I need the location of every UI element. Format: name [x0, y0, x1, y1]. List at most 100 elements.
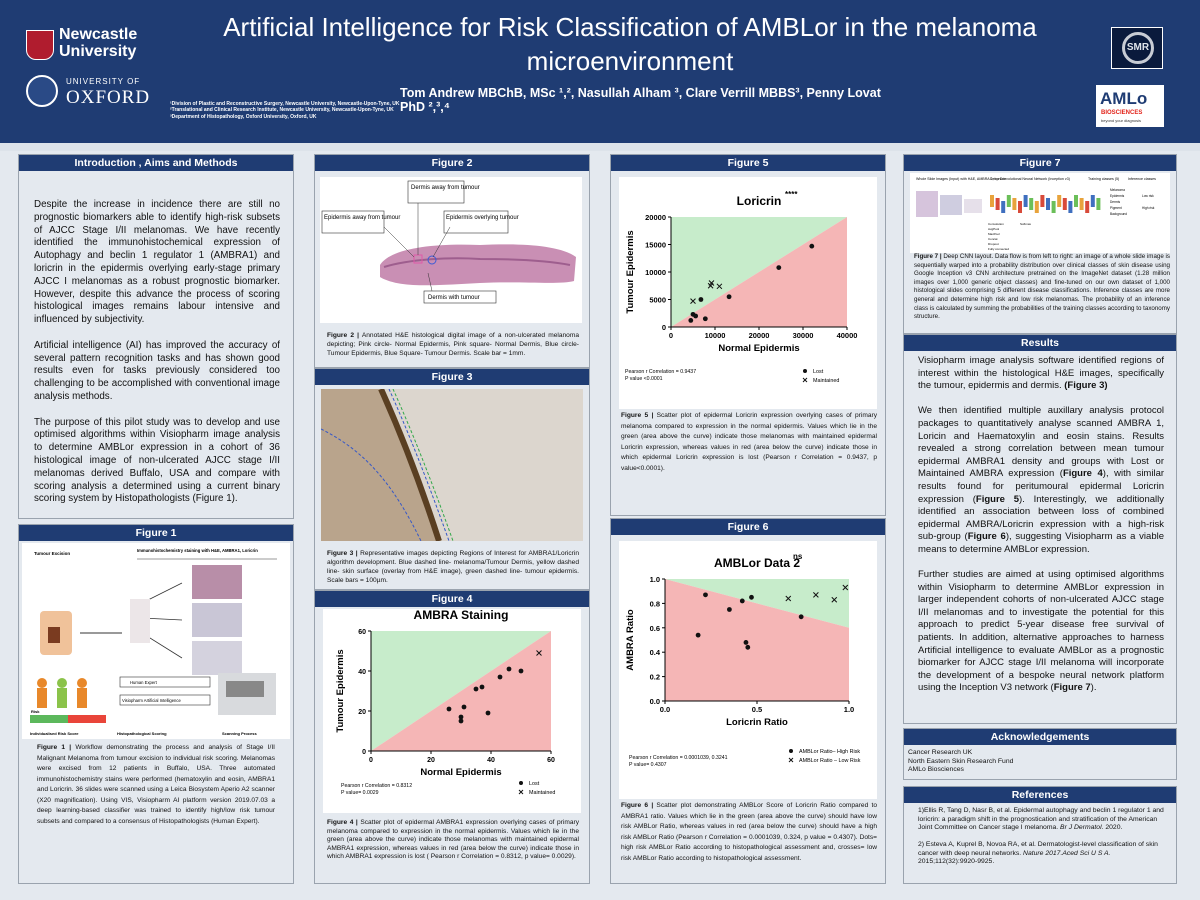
cnn-label: Deep Convolutional Neural Network (Incep… — [990, 177, 1070, 181]
legend-label: Lost — [529, 781, 540, 787]
legend-cross-icon — [788, 757, 794, 763]
workflow-label: Visiopharm Artificial Intelligence — [122, 698, 181, 703]
legend-label: AMBLor Ratio – Low Risk — [799, 758, 861, 764]
he-slide-figure: Dermis away from tumour Epidermis away f… — [321, 180, 576, 304]
text-run: ), with similar results found for peritu… — [918, 468, 1165, 505]
cnn-label: Dermis — [1110, 200, 1120, 204]
y-tick-label: 5000 — [649, 296, 666, 305]
workflow-diagram: Tumour Excision Immunohistochemistry sta… — [30, 548, 277, 736]
text-run: 2020. — [1103, 824, 1123, 831]
data-point-dot — [485, 710, 491, 716]
cnn-layer-block — [1079, 198, 1084, 210]
text-run: We then identified multiple auxillary an… — [918, 405, 1164, 480]
slide-label: Epidermis overlying tumour — [446, 215, 519, 221]
figure-3-caption: Figure 3 | Representative images depicti… — [327, 549, 579, 585]
figure-3-panel: Figure 3 Figure 3 | Representative image… — [314, 368, 590, 590]
roi-image — [320, 387, 583, 542]
loricrin-chart: 0 10000 20000 30000 40000 0 5000 10000 15000 2000… — [625, 190, 857, 384]
section-heading: Figure 2 — [315, 155, 589, 171]
section-heading: Figure 7 — [904, 155, 1176, 171]
stat-text: P value= 0.0029 — [341, 790, 379, 796]
y-tick-label: 0.0 — [650, 697, 660, 706]
cnn-layer-block — [1090, 195, 1095, 207]
text-run: Further studies are aimed at using optim… — [918, 569, 1164, 694]
logo-text: OXFORD — [66, 87, 151, 108]
workflow-label: Risk — [31, 709, 40, 714]
cnn-layer-block — [1051, 201, 1056, 213]
cnn-layer-block — [1062, 198, 1067, 210]
slide-label: Dermis with tumour — [428, 295, 480, 301]
x-tick-label: 40 — [487, 757, 495, 764]
section-heading: Acknowledgements — [904, 729, 1176, 745]
data-point-dot — [458, 718, 464, 724]
acknowledgement: North Eastern Skin Research Fund — [908, 757, 1014, 765]
figure-reference: Figure 7 — [1053, 682, 1091, 694]
affiliation: ¹Division of Plastic and Reconstructive … — [170, 101, 400, 107]
logo-text: BIOSCIENCES — [1101, 110, 1143, 116]
caption-text: Scatter plot demonstrating AMBLor Score … — [621, 802, 877, 862]
workflow-label: Individualised Risk Score — [30, 731, 79, 736]
y-tick-label: 0.4 — [650, 648, 661, 657]
data-point-dot — [745, 644, 751, 650]
paragraph: We then identified multiple auxillary an… — [918, 405, 1164, 556]
logo-text: Newcastle — [59, 26, 138, 43]
cnn-diagram-container: Whole Slide Images (Input) with H&E, AMB… — [910, 173, 1170, 253]
data-point-cross — [690, 298, 696, 305]
figure-2-caption: Figure 2 | Annotated H&E histological di… — [327, 331, 579, 358]
caption-text: Scatter plot of epidermal AMBRA1 express… — [327, 819, 579, 861]
data-point-dot — [809, 243, 815, 249]
cnn-layer-block — [1040, 195, 1045, 207]
text-run: 2) Esteva A, Kuprel B, Novoa RA, et al. … — [918, 841, 1158, 857]
data-point-dot — [446, 706, 452, 712]
legend-label: AMBLor Ratio– High Risk — [799, 749, 860, 755]
caption-lead: Figure 1 | — [37, 744, 72, 751]
data-point-dot — [461, 704, 467, 710]
poster-banner: Newcastle University UNIVERSITY OF OXFORD… — [0, 0, 1200, 143]
loricrin-chart-container: 0 10000 20000 30000 40000 0 5000 10000 15000 2000… — [619, 177, 877, 409]
x-tick-label: 0 — [369, 757, 373, 764]
data-point-cross — [785, 595, 792, 602]
figure-reference: (Figure 3) — [1064, 380, 1108, 392]
data-point-dot — [695, 632, 701, 638]
data-point-dot — [743, 640, 749, 645]
oxford-seal-icon — [26, 75, 58, 107]
figure-reference: Figure 5 — [975, 493, 1020, 505]
cnn-legend: Softmax — [1020, 222, 1032, 226]
acknowledgements-panel: Acknowledgements Cancer Research UK Nort… — [903, 728, 1177, 780]
acknowledgement: AMLo Biosciences — [908, 766, 964, 773]
paragraph: The purpose of this pilot study was to d… — [34, 416, 280, 505]
y-tick-label: 0 — [362, 749, 366, 756]
cnn-legend: Fully connected — [988, 247, 1009, 251]
data-point-dot — [739, 598, 745, 604]
stat-text: Pearson r Correlation = 0.0001039, 0.324… — [629, 755, 728, 761]
section-heading: Figure 1 — [19, 525, 293, 541]
significance-label: ns — [793, 552, 803, 561]
lost-region — [371, 631, 551, 751]
results-panel: Results Visiopharm image analysis softwa… — [903, 334, 1177, 724]
data-point-dot — [479, 684, 485, 690]
y-tick-label: 20000 — [645, 213, 666, 222]
caption-text: Workflow demonstrating the process and a… — [37, 744, 275, 825]
lost-region — [665, 579, 849, 701]
cnn-label: Inference classes — [1128, 177, 1156, 181]
logo-text: AMLo — [1100, 89, 1148, 108]
x-tick-label: 0.5 — [752, 705, 762, 714]
legend-cross-icon — [802, 377, 808, 383]
newcastle-university-logo: Newcastle University — [24, 26, 154, 66]
workflow-label: Human Expert — [130, 680, 158, 685]
slide-label: Dermis away from tumour — [411, 185, 480, 191]
x-tick-label: 0 — [669, 331, 673, 340]
figure-reference: Figure 6 — [967, 531, 1006, 543]
legend-dot-icon — [789, 749, 793, 753]
text-run: ), suggesting Visiopharm as a viable mea… — [918, 531, 1165, 555]
data-point-dot — [702, 316, 708, 322]
cnn-layer-block — [1023, 195, 1028, 207]
newcastle-crest-icon — [26, 30, 54, 60]
data-point-dot — [688, 318, 694, 323]
amlo-logo: AMLo BIOSCIENCES beyond your diagnosis — [1096, 85, 1164, 127]
data-point-cross — [831, 596, 838, 603]
figure-1-caption: Figure 1 | Workflow demonstrating the pr… — [37, 743, 275, 827]
figure-4-panel: Figure 4 0 20 40 60 0 20 40 60 AMBRA Staining** N… — [314, 590, 590, 884]
y-tick-label: 10000 — [645, 268, 666, 277]
smr-logo: SMR — [1111, 27, 1163, 69]
